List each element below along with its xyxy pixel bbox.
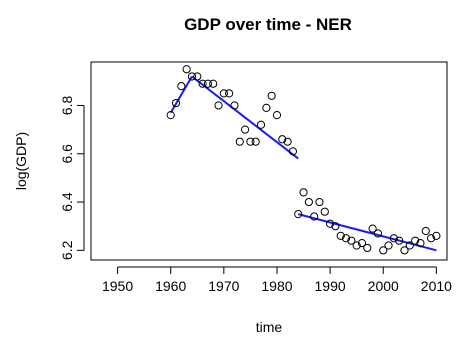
data-point: [272, 111, 282, 120]
x-axis: 1950 1960 1970 1980 1990 2000 2010: [102, 266, 452, 294]
data-point: [177, 82, 186, 91]
data-point: [299, 188, 308, 197]
data-point: [203, 79, 212, 88]
fit-line: [297, 213, 437, 252]
data-point: [240, 125, 250, 134]
data-point: [426, 234, 436, 243]
data-point: [262, 103, 271, 112]
x-tick-label: 1990: [315, 278, 346, 294]
x-tick-label: 2010: [421, 278, 452, 294]
y-tick-label: 6.4: [59, 192, 75, 212]
data-point: [384, 241, 393, 250]
x-tick-label: 1980: [261, 278, 292, 294]
data-point: [315, 197, 324, 207]
data-point: [357, 238, 367, 248]
data-point: [400, 246, 409, 255]
data-point: [256, 120, 266, 129]
data-point: [432, 231, 441, 240]
data-point: [405, 241, 414, 250]
data-point: [171, 98, 181, 108]
data-point: [320, 207, 329, 216]
data-point: [294, 210, 303, 219]
data-point: [193, 72, 202, 81]
data-point: [235, 137, 244, 146]
data-point: [341, 234, 351, 243]
data-point: [310, 212, 319, 221]
data-point: [225, 89, 234, 98]
x-axis-label: time: [256, 319, 283, 335]
data-point: [416, 238, 425, 248]
y-tick-label: 6.2: [59, 240, 75, 260]
data-point: [395, 236, 404, 245]
data-point: [331, 222, 340, 231]
data-point: [283, 137, 292, 146]
data-point: [214, 101, 223, 110]
data-point: [411, 236, 420, 245]
x-tick-label: 1960: [155, 278, 186, 294]
data-point: [368, 224, 377, 233]
x-tick-label: 2000: [368, 278, 399, 294]
fit-lines: [169, 75, 437, 252]
fit-line: [191, 75, 299, 160]
x-tick-label: 1970: [208, 278, 239, 294]
data-point: [347, 236, 356, 245]
data-point: [246, 137, 255, 146]
data-point: [182, 65, 191, 74]
data-point: [288, 147, 298, 156]
data-point: [267, 91, 276, 100]
y-tick-label: 6.8: [59, 96, 75, 116]
y-axis-label: log(GDP): [13, 132, 29, 190]
y-axis: 6.2 6.4 6.6 6.8: [59, 96, 85, 260]
x-tick-label: 1950: [102, 278, 133, 294]
data-point: [326, 219, 335, 228]
data-points: [166, 65, 441, 255]
data-point: [363, 243, 372, 253]
fit-line: [169, 75, 193, 114]
data-point: [336, 231, 345, 240]
data-point: [166, 111, 175, 120]
data-point: [389, 234, 398, 243]
data-point: [187, 72, 197, 81]
data-point: [251, 137, 260, 146]
chart-title: GDP over time - NER: [184, 15, 352, 34]
data-point: [379, 246, 388, 255]
data-point: [209, 79, 218, 88]
data-point: [352, 241, 361, 250]
y-tick-label: 6.6: [59, 144, 75, 164]
data-point: [198, 79, 207, 88]
data-point: [278, 135, 287, 144]
data-point: [230, 101, 239, 110]
plot-frame: [90, 61, 448, 261]
data-point: [373, 229, 383, 238]
data-point: [421, 226, 430, 236]
data-point: [304, 197, 313, 207]
data-point: [219, 89, 228, 98]
